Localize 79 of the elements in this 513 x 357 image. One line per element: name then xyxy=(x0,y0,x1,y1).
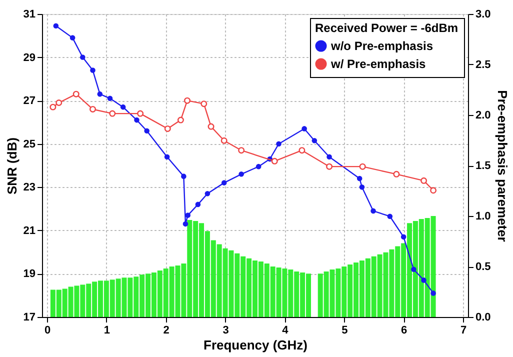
point xyxy=(53,23,59,29)
y-tick-label: 19 xyxy=(23,268,36,280)
point xyxy=(182,221,188,227)
y-tick-label: 29 xyxy=(23,52,36,64)
y-tick-label: 31 xyxy=(23,8,36,20)
point xyxy=(359,163,366,170)
x-tick-label: 1 xyxy=(104,324,110,336)
point xyxy=(421,278,426,283)
point xyxy=(97,91,103,97)
y2-tick-label: 0.0 xyxy=(476,312,491,324)
x-tick-label: 2 xyxy=(163,324,170,336)
point xyxy=(221,180,227,186)
point xyxy=(220,137,228,144)
point xyxy=(238,172,244,177)
point xyxy=(387,214,393,219)
point xyxy=(326,163,333,170)
y2-tick-label: 2.0 xyxy=(476,110,491,122)
point xyxy=(370,208,376,214)
y2-axis-title: Pre-emphasis paremeter xyxy=(494,90,510,242)
point xyxy=(312,138,318,144)
y2-tick-label: 2.5 xyxy=(476,59,491,71)
point xyxy=(276,141,282,146)
point xyxy=(393,170,400,178)
y2-tick-label: 0.5 xyxy=(476,261,491,273)
x-tick-label: 4 xyxy=(282,324,290,336)
point xyxy=(184,97,190,104)
point xyxy=(80,54,86,60)
point xyxy=(72,90,80,98)
point xyxy=(356,176,362,182)
y-tick-label: 23 xyxy=(23,182,36,194)
point xyxy=(90,106,96,112)
point xyxy=(200,100,208,108)
x-tick-label: 7 xyxy=(460,324,467,336)
y2-tick-label: 1.0 xyxy=(476,210,491,222)
x-tick-label: 6 xyxy=(401,324,408,336)
point xyxy=(326,154,332,160)
point xyxy=(50,104,56,110)
point xyxy=(109,110,116,117)
point xyxy=(107,96,113,102)
point xyxy=(134,117,140,123)
y-tick-label: 25 xyxy=(23,138,36,150)
point xyxy=(185,212,190,218)
point xyxy=(430,290,436,296)
point xyxy=(195,202,201,208)
point xyxy=(204,190,210,196)
point xyxy=(400,234,406,240)
point xyxy=(411,266,416,272)
point xyxy=(144,128,150,134)
x-tick-label: 0 xyxy=(44,324,51,336)
point xyxy=(238,147,245,154)
point xyxy=(70,35,76,40)
point xyxy=(298,147,306,154)
x-axis-title: Frequency (GHz) xyxy=(203,338,308,352)
y-axis-title: SNR (dB) xyxy=(4,137,20,195)
legend-label: w/o Pre-emphasis xyxy=(330,39,434,53)
y-tick-label: 27 xyxy=(23,95,36,108)
y-tick-label: 17 xyxy=(23,312,36,324)
point xyxy=(302,126,307,132)
legend-label: w/ Pre-emphasis xyxy=(330,57,426,71)
point xyxy=(256,164,262,170)
point xyxy=(90,68,96,73)
point xyxy=(181,174,186,179)
point xyxy=(120,104,126,110)
y2-tick-label: 1.5 xyxy=(476,160,491,172)
point xyxy=(271,158,278,164)
point xyxy=(420,177,428,184)
point xyxy=(177,116,184,124)
point xyxy=(208,123,214,130)
x-tick-label: 3 xyxy=(222,324,229,336)
x-tick-label: 5 xyxy=(342,324,348,336)
point xyxy=(164,125,171,132)
legend-title: Received Power = -6dBm xyxy=(315,21,458,35)
y2-tick-label: 3.0 xyxy=(476,8,491,20)
point xyxy=(137,110,144,117)
y-tick-label: 21 xyxy=(23,224,36,237)
point xyxy=(359,184,365,190)
point xyxy=(430,187,437,194)
point xyxy=(164,154,170,160)
point xyxy=(56,99,62,106)
